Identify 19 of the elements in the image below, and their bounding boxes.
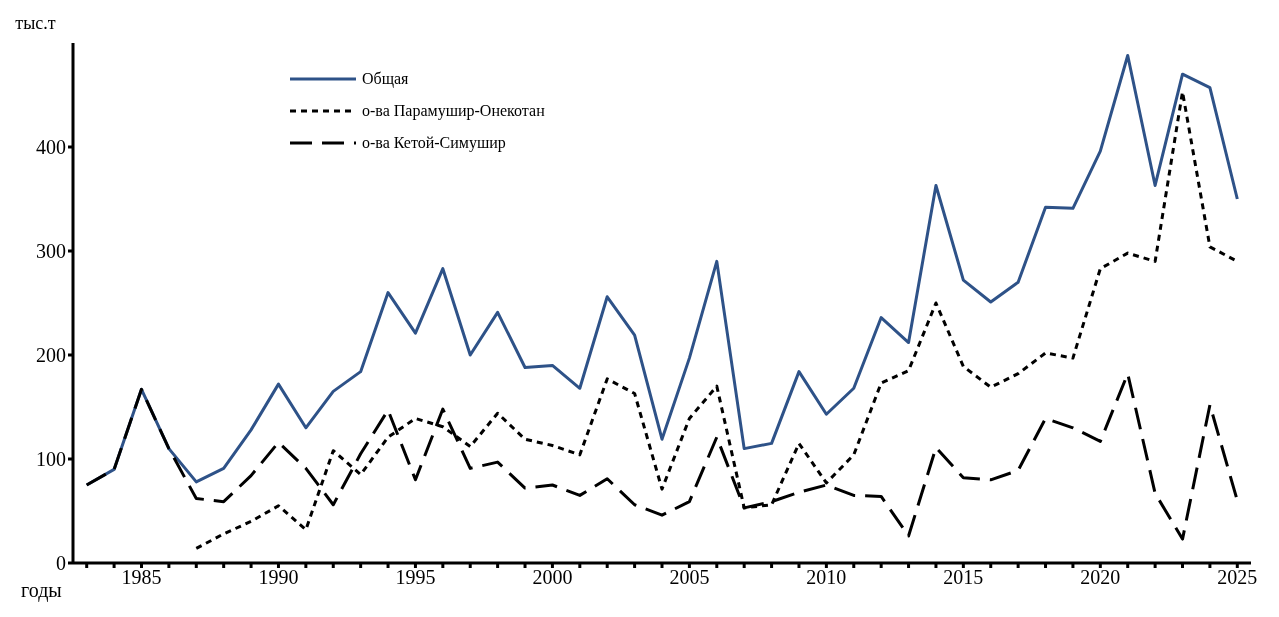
x-tick-label: 2010 bbox=[806, 566, 847, 589]
x-tick-label: 1990 bbox=[258, 566, 299, 589]
y-axis-title: тыс.т bbox=[15, 13, 56, 33]
x-axis-title: годы bbox=[21, 579, 62, 602]
x-tick-label: 2025 bbox=[1217, 566, 1258, 589]
x-tick-label: 1995 bbox=[395, 566, 436, 589]
x-tick-label: 2005 bbox=[669, 566, 710, 589]
y-tick-label: 200 bbox=[36, 344, 66, 367]
x-tick-label: 2015 bbox=[943, 566, 984, 589]
legend-label: о-ва Парамушир-Онекотан bbox=[362, 102, 545, 120]
y-tick-label: 0 bbox=[56, 552, 66, 575]
y-tick-label: 300 bbox=[36, 240, 66, 263]
y-tick-label: 400 bbox=[36, 136, 66, 159]
legend-label: о-ва Кетой-Симушир bbox=[362, 134, 506, 152]
x-tick-label: 2020 bbox=[1080, 566, 1121, 589]
y-tick-label: 100 bbox=[36, 448, 66, 471]
x-tick-label: 1985 bbox=[121, 566, 162, 589]
x-tick-label: 2000 bbox=[532, 566, 573, 589]
legend-label: Общая bbox=[362, 70, 409, 88]
